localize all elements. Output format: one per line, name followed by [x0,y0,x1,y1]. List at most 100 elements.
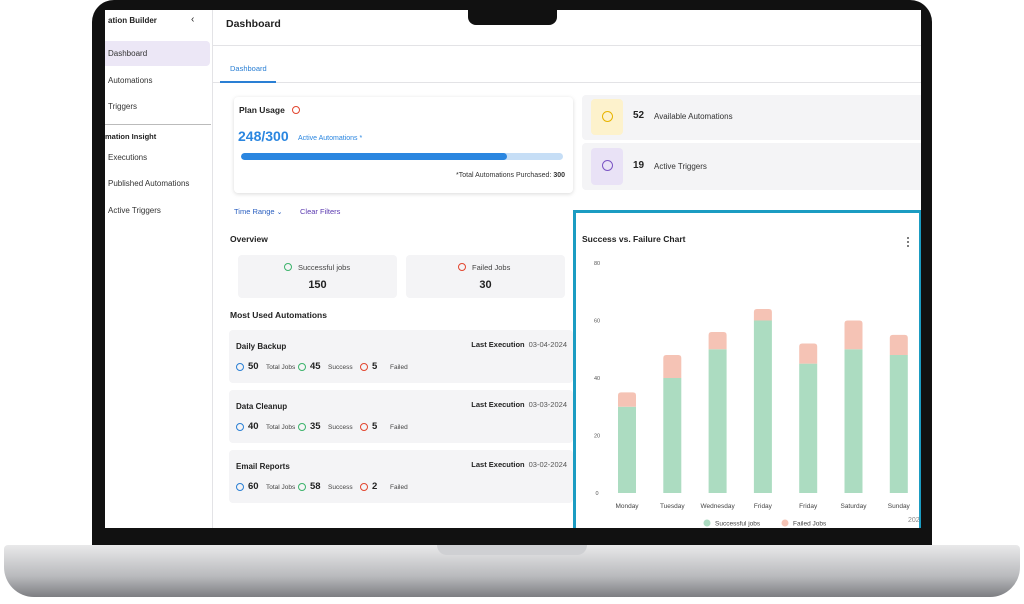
last-execution: Last Execution 03-03-2024 [471,400,567,409]
chart-footnote: 202 [908,517,920,524]
bar-segment [708,332,727,350]
menu-dot [907,241,909,243]
last-execution-date: 03-03-2024 [528,400,567,409]
stat-value: 19 [633,160,645,171]
most-used-title: Most Used Automations [230,310,327,320]
total-count: 60 [248,481,259,492]
overview-title: Overview [230,234,268,244]
info-icon [292,106,300,114]
success-icon [298,363,306,371]
usage-bar [241,153,508,160]
stat-value: 52 [633,110,645,121]
time-range-filter[interactable]: Time Range ⌄ [234,207,283,216]
bar-segment [844,320,863,350]
failed-icon [360,363,368,371]
menu-dot [907,237,909,239]
bar-segment [753,309,772,321]
section-title: mation Insight [105,132,157,141]
sidebar-title: ation Builder [108,16,157,25]
time-range-label: Time Range [234,207,275,216]
clear-filters[interactable]: Clear Filters [300,207,341,216]
success-icon [298,483,306,491]
last-execution-label: Last Execution [471,460,525,469]
plan-title: Plan Usage [239,105,285,115]
bar-segment [663,355,682,378]
bar-segment [618,392,636,407]
automation-card: Data Cleanup Last Execution 03-03-2024 40 To… [229,390,573,443]
nav-item[interactable]: Published Automations [108,179,190,188]
failed-count: 5 [372,361,378,372]
caret: ⌄ [276,209,283,216]
nav-item[interactable]: Active Triggers [108,206,161,215]
x-tick-label: Tuesday [660,503,685,510]
collapse-button[interactable]: ‹ [191,14,195,25]
chart-menu[interactable] [907,237,909,247]
purchased-note: *Total Automations Purchased: 300 [456,172,565,179]
overview-card: Failed Jobs 30 [406,255,565,298]
nav-item[interactable]: Triggers [108,102,138,111]
camera-notch [468,10,557,25]
tab[interactable]: Dashboard [230,64,267,73]
failed-count: 2 [372,481,378,492]
total-label: Total Jobs [266,364,296,371]
nav-item[interactable]: Executions [108,153,148,162]
automation-card: Daily Backup Last Execution 03-04-2024 50 To… [229,330,573,383]
total-count: 40 [248,421,259,432]
x-tick-label: Friday [754,503,773,510]
y-tick-label: 20 [594,434,600,440]
stat-card: 19 Active Triggers [582,143,921,190]
bar-segment [753,320,772,493]
bar-segment [844,349,863,493]
laptop-lip [437,545,587,555]
x-tick-label: Saturday [840,503,867,510]
stat-label: Available Automations [654,112,733,121]
total-label: Total Jobs [266,484,296,491]
overview-label: Failed Jobs [472,263,511,272]
total-icon [236,483,244,491]
automation-name: Daily Backup [236,342,287,351]
y-tick-label: 80 [594,261,600,267]
overview-value: 150 [308,279,327,291]
usage-label: Active Automations * [298,135,363,142]
last-execution: Last Execution 03-02-2024 [471,460,567,469]
active-item-bg [105,41,210,66]
stat-card: 52 Available Automations [582,95,921,140]
divider [105,124,211,125]
legend-label: Failed Jobs [793,521,827,528]
automation-name: Data Cleanup [236,402,288,411]
last-execution-date: 03-02-2024 [528,460,567,469]
bar-segment [799,343,818,364]
bar-segment [708,349,727,493]
nav-item[interactable]: Automations [108,76,153,85]
total-label: Total Jobs [266,424,296,431]
failed-label: Failed [390,484,408,491]
sidebar: ation Builder ‹ Dashboard Automations Tr… [105,10,213,528]
stat-icon [602,111,613,122]
success-icon [284,263,292,271]
screen: ation Builder ‹ Dashboard Automations Tr… [105,10,921,528]
failed-icon [458,263,466,271]
page-title: Dashboard [226,18,281,30]
success-count: 58 [310,481,321,492]
last-execution-date: 03-04-2024 [528,340,567,349]
automation-card: Email Reports Last Execution 03-02-2024 60 T… [229,450,573,503]
tab-divider [213,82,921,83]
success-icon [298,423,306,431]
bar-segment [663,378,682,493]
x-tick-label: Monday [615,503,639,510]
success-label: Success [328,484,353,491]
y-tick-label: 0 [595,491,598,497]
bar-segment [889,355,908,493]
x-tick-label: Sunday [888,503,911,510]
plan-card: Plan Usage 248/300 Active Automations * … [234,97,573,193]
nav-item[interactable]: Dashboard [108,49,148,58]
stat-label: Active Triggers [654,162,707,171]
legend-swatch [703,519,711,527]
total-icon [236,363,244,371]
success-count: 35 [310,421,321,432]
usage-count: 248/300 [238,128,289,144]
bar-segment [618,406,636,493]
bar-segment [889,334,908,355]
stat-icon [602,160,613,171]
legend-swatch [781,519,789,527]
